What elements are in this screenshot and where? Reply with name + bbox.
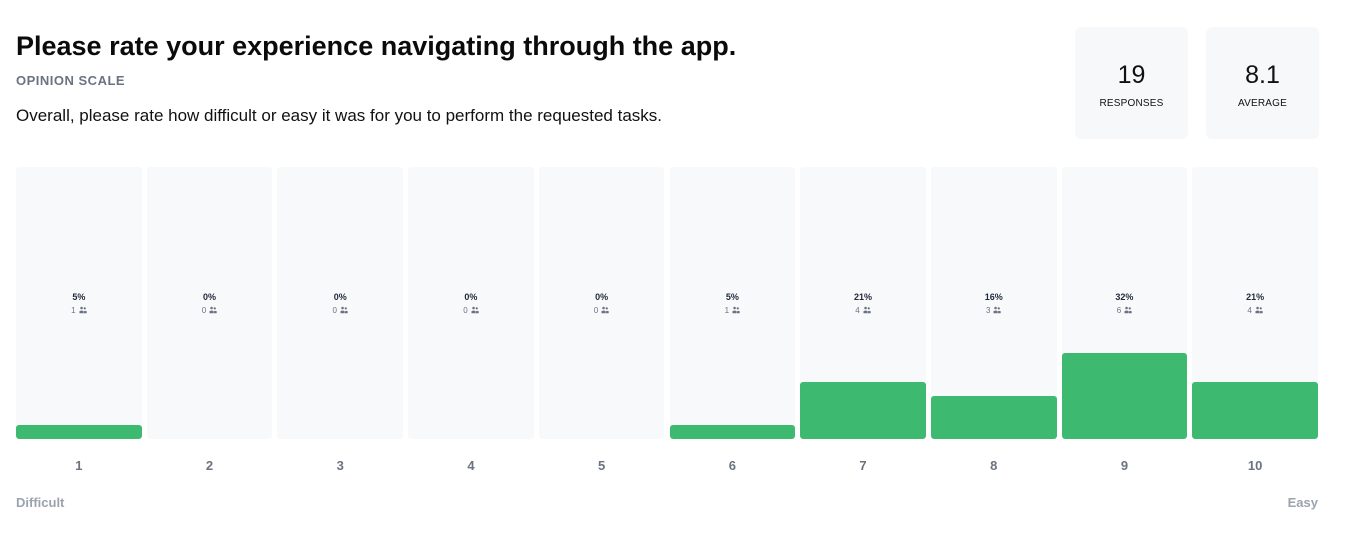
bar-count-value: 0 — [593, 306, 599, 315]
bar-column: 5% 1 — [16, 167, 142, 439]
responses-stat-card: 19 RESPONSES — [1075, 27, 1188, 139]
bar-percent-label: 0% — [595, 292, 609, 302]
bar-percent-label: 0% — [333, 292, 347, 302]
bar-count-label: 3 — [931, 306, 1057, 315]
bar-column: 0% 0 — [538, 167, 665, 439]
scale-value-label: 6 — [728, 458, 736, 473]
people-icon — [79, 306, 87, 314]
bar-count-value: 4 — [855, 306, 860, 315]
average-label: AVERAGE — [1237, 98, 1287, 109]
bar — [1192, 381, 1318, 439]
bar-count-label: 4 — [1192, 306, 1318, 315]
scale-value-label: 7 — [859, 458, 867, 473]
bar-column: 16% 3 — [930, 167, 1057, 439]
bar-percent-label: 21% — [1246, 292, 1265, 302]
bar-count-value: 1 — [71, 306, 76, 315]
bar — [1061, 353, 1188, 439]
people-icon — [471, 306, 479, 314]
bar — [669, 424, 796, 439]
bar — [930, 396, 1057, 439]
responses-label: RESPONSES — [1099, 98, 1164, 109]
bar-percent-label: 16% — [984, 292, 1003, 302]
bar-count-label: 0 — [408, 306, 534, 315]
people-icon — [340, 306, 348, 314]
scale-value-label: 2 — [205, 458, 214, 473]
bar-column: 5% 1 — [669, 167, 796, 439]
people-icon — [209, 306, 217, 314]
people-icon — [993, 306, 1002, 314]
people-icon — [601, 306, 610, 314]
bar-column: 21% 4 — [1192, 167, 1318, 439]
bar-count-value: 1 — [724, 306, 730, 315]
average-stat-card: 8.1 AVERAGE — [1206, 27, 1319, 139]
responses-count: 19 — [1117, 61, 1146, 89]
bar — [800, 381, 926, 439]
bar-column: 0% 0 — [408, 167, 534, 439]
bar-count-value: 3 — [986, 306, 991, 315]
people-icon — [863, 306, 871, 314]
question-description: Overall, please rate how difficult or ea… — [16, 106, 662, 125]
bar-count-label: 0 — [147, 306, 273, 315]
bar-count-label: 4 — [800, 306, 926, 315]
bar-count-value: 6 — [1116, 306, 1122, 315]
bar-percent-label: 21% — [854, 292, 873, 302]
bar-count-label: 1 — [16, 306, 142, 315]
bar-count-label: 0 — [539, 306, 665, 315]
bar — [16, 424, 142, 439]
scale-value-label: 5 — [598, 458, 606, 473]
question-type-label: OPINION SCALE — [16, 73, 126, 88]
bar-column: 21% 4 — [800, 167, 926, 439]
bar-percent-label: 5% — [72, 292, 86, 302]
scale-value-label: 10 — [1247, 458, 1263, 473]
scale-value-label: 4 — [467, 458, 475, 473]
bar-count-label: 0 — [277, 306, 403, 315]
scale-min-label: Difficult — [16, 495, 65, 510]
bar-column: 32% 6 — [1061, 167, 1188, 439]
bar-column: 0% 0 — [146, 167, 273, 439]
question-title: Please rate your experience navigating t… — [16, 31, 737, 61]
people-icon — [1255, 306, 1263, 314]
bar-percent-label: 32% — [1115, 292, 1134, 302]
bar-count-value: 0 — [201, 306, 207, 315]
scale-value-label: 1 — [75, 458, 83, 473]
scale-value-label: 8 — [990, 458, 998, 473]
scale-value-label: 9 — [1120, 458, 1129, 473]
bar-percent-label: 5% — [725, 292, 739, 302]
bar-count-value: 4 — [1247, 306, 1252, 315]
people-icon — [732, 306, 740, 314]
bar-percent-label: 0% — [464, 292, 478, 302]
bar-percent-label: 0% — [203, 292, 217, 302]
bar-count-value: 0 — [332, 306, 337, 315]
bar-count-label: 1 — [670, 306, 796, 315]
scale-max-label: Easy — [1287, 495, 1318, 510]
average-value: 8.1 — [1245, 61, 1280, 89]
opinion-scale-chart: 5% 1 0% 0 0% 0 0% 0 0% 0 5% 1 21% 4 16% 3 32% 6 21% 4 — [16, 167, 1318, 439]
bar-count-value: 0 — [463, 306, 468, 315]
bar-column: 0% 0 — [277, 167, 404, 439]
people-icon — [1124, 306, 1132, 314]
scale-value-label: 3 — [336, 458, 344, 473]
bar-count-label: 6 — [1062, 306, 1188, 315]
